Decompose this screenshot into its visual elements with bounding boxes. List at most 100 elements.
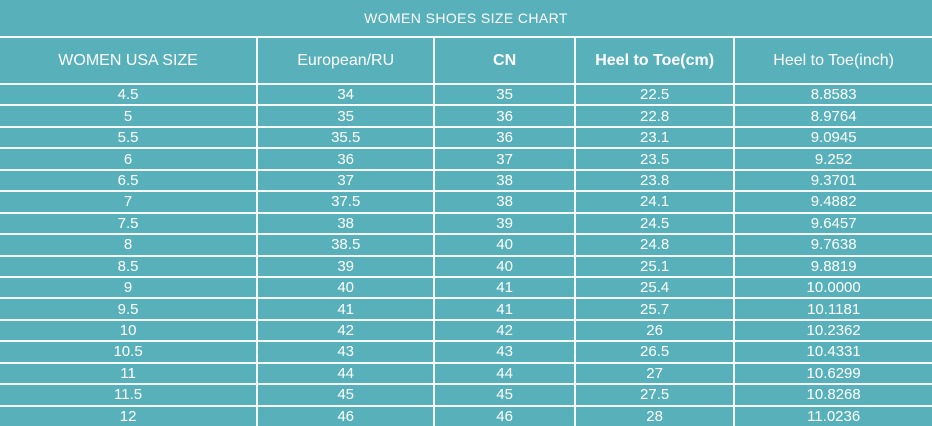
table-row: 8 38.5 40 24.8 9.7638 — [0, 235, 932, 257]
cell-heel-to-toe-cm: 26.5 — [576, 342, 736, 362]
cell-cn: 43 — [435, 342, 576, 362]
table-row: 11.5 45 45 27.5 10.8268 — [0, 385, 932, 407]
cell-european-ru: 38 — [258, 213, 436, 234]
cell-heel-to-toe-cm: 22.5 — [576, 85, 736, 105]
cell-european-ru: 38.5 — [258, 235, 436, 255]
cell-heel-to-toe-inch: 9.7638 — [810, 236, 857, 254]
table-body: 4.5 34 35 22.5 8.8583 5 35 36 22.8 8.9764 5.5 35.5 3… — [0, 85, 932, 426]
cell-heel-to-toe-cm: 23.5 — [576, 149, 736, 169]
cell-women-usa-size: 4.5 — [0, 85, 259, 105]
cell-women-usa-size: 12 — [0, 406, 259, 426]
cell-women-usa-size: 10.5 — [0, 342, 259, 362]
cell-heel-to-toe-inch: 8.9764 — [810, 107, 857, 125]
cell-heel-to-toe-inch: 10.4331 — [806, 343, 861, 361]
cell-women-usa-size: 8.5 — [0, 256, 259, 276]
cell-heel-to-toe-inch: 9.8819 — [810, 257, 857, 275]
cell-european-ru: 37.5 — [258, 192, 436, 212]
cell-heel-to-toe-inch: 10.0000 — [806, 279, 861, 297]
cell-heel-to-toe-cm: 25.1 — [576, 256, 736, 276]
cell-cn: 40 — [435, 235, 576, 255]
cell-heel-to-toe-cm: 25.4 — [576, 277, 736, 298]
cell-heel-to-toe-inch: 10.2362 — [806, 322, 861, 340]
cell-heel-to-toe-cm: 27 — [576, 363, 736, 384]
cell-cn: 40 — [435, 256, 576, 276]
table-row: 7.5 38 39 24.5 9.6457 — [0, 213, 932, 236]
cell-cn: 44 — [435, 363, 576, 384]
cell-heel-to-toe-cm: 24.5 — [576, 213, 736, 234]
column-header-european-ru: European/RU — [258, 38, 436, 83]
cell-cn: 38 — [435, 192, 576, 212]
cell-cn: 36 — [435, 106, 576, 126]
cell-heel-to-toe-inch: 9.4882 — [810, 193, 857, 211]
cell-heel-to-toe-inch: 9.252 — [814, 150, 853, 168]
cell-heel-to-toe-inch: 10.6299 — [806, 364, 861, 382]
cell-european-ru: 43 — [258, 342, 436, 362]
cell-women-usa-size: 11 — [0, 363, 259, 384]
cell-european-ru: 34 — [258, 85, 436, 105]
cell-cn: 38 — [435, 170, 576, 191]
cell-women-usa-size: 7 — [0, 192, 259, 212]
cell-cn: 42 — [435, 320, 576, 341]
table-row: 5.5 35.5 36 23.1 9.0945 — [0, 127, 932, 150]
cell-women-usa-size: 6 — [0, 149, 259, 169]
cell-heel-to-toe-cm: 26 — [576, 320, 736, 341]
cell-european-ru: 35 — [258, 106, 436, 126]
cell-cn: 41 — [435, 277, 576, 298]
cell-heel-to-toe-inch: 9.0945 — [810, 129, 857, 147]
table-row: 12 46 46 28 11.0236 — [0, 406, 932, 426]
cell-heel-to-toe-cm: 25.7 — [576, 299, 736, 319]
cell-european-ru: 44 — [258, 363, 436, 384]
table-row: 6.5 37 38 23.8 9.3701 — [0, 170, 932, 193]
cell-cn: 35 — [435, 85, 576, 105]
cell-european-ru: 42 — [258, 320, 436, 341]
column-header-heel-to-toe-inch: Heel to Toe(inch) — [773, 51, 894, 69]
cell-european-ru: 39 — [258, 256, 436, 276]
cell-european-ru: 35.5 — [258, 127, 436, 148]
cell-heel-to-toe-inch: 10.8268 — [806, 386, 861, 404]
cell-cn: 39 — [435, 213, 576, 234]
cell-cn: 36 — [435, 127, 576, 148]
cell-cn: 37 — [435, 149, 576, 169]
table-row: 10 42 42 26 10.2362 — [0, 320, 932, 343]
cell-cn: 41 — [435, 299, 576, 319]
cell-women-usa-size: 9 — [0, 277, 259, 298]
cell-cn: 45 — [435, 385, 576, 405]
cell-european-ru: 41 — [258, 299, 436, 319]
cell-european-ru: 36 — [258, 149, 436, 169]
cell-heel-to-toe-cm: 23.1 — [576, 127, 736, 148]
column-header-heel-to-toe-cm: Heel to Toe(cm) — [576, 38, 736, 83]
table-header-row: WOMEN USA SIZE European/RU CN Heel to Toe(c… — [0, 38, 932, 85]
cell-cn: 46 — [435, 406, 576, 426]
table-row: 4.5 34 35 22.5 8.8583 — [0, 85, 932, 107]
table-row: 5 35 36 22.8 8.9764 — [0, 106, 932, 128]
table-row: 7 37.5 38 24.1 9.4882 — [0, 192, 932, 214]
cell-heel-to-toe-inch: 9.6457 — [810, 214, 857, 232]
table-row: 8.5 39 40 25.1 9.8819 — [0, 256, 932, 278]
cell-european-ru: 37 — [258, 170, 436, 191]
cell-women-usa-size: 8 — [0, 235, 259, 255]
cell-women-usa-size: 11.5 — [0, 385, 259, 405]
cell-heel-to-toe-cm: 27.5 — [576, 385, 736, 405]
column-header-women-usa-size: WOMEN USA SIZE — [0, 38, 259, 83]
cell-women-usa-size: 7.5 — [0, 213, 259, 234]
cell-heel-to-toe-inch: 11.0236 — [807, 407, 861, 425]
cell-heel-to-toe-inch: 8.8583 — [810, 86, 857, 104]
table-row: 11 44 44 27 10.6299 — [0, 363, 932, 386]
chart-title: WOMEN SHOES SIZE CHART — [0, 0, 932, 38]
cell-heel-to-toe-inch: 10.1181 — [807, 300, 861, 318]
cell-women-usa-size: 10 — [0, 320, 259, 341]
cell-heel-to-toe-cm: 24.8 — [576, 235, 736, 255]
cell-heel-to-toe-inch: 9.3701 — [810, 171, 857, 189]
cell-heel-to-toe-cm: 22.8 — [576, 106, 736, 126]
table-row: 10.5 43 43 26.5 10.4331 — [0, 342, 932, 364]
cell-heel-to-toe-cm: 24.1 — [576, 192, 736, 212]
cell-heel-to-toe-cm: 23.8 — [576, 170, 736, 191]
cell-european-ru: 45 — [258, 385, 436, 405]
cell-european-ru: 40 — [258, 277, 436, 298]
column-header-cn: CN — [435, 38, 576, 83]
cell-women-usa-size: 5 — [0, 106, 259, 126]
cell-women-usa-size: 6.5 — [0, 170, 259, 191]
table-row: 6 36 37 23.5 9.252 — [0, 149, 932, 171]
table-row: 9 40 41 25.4 10.0000 — [0, 277, 932, 300]
